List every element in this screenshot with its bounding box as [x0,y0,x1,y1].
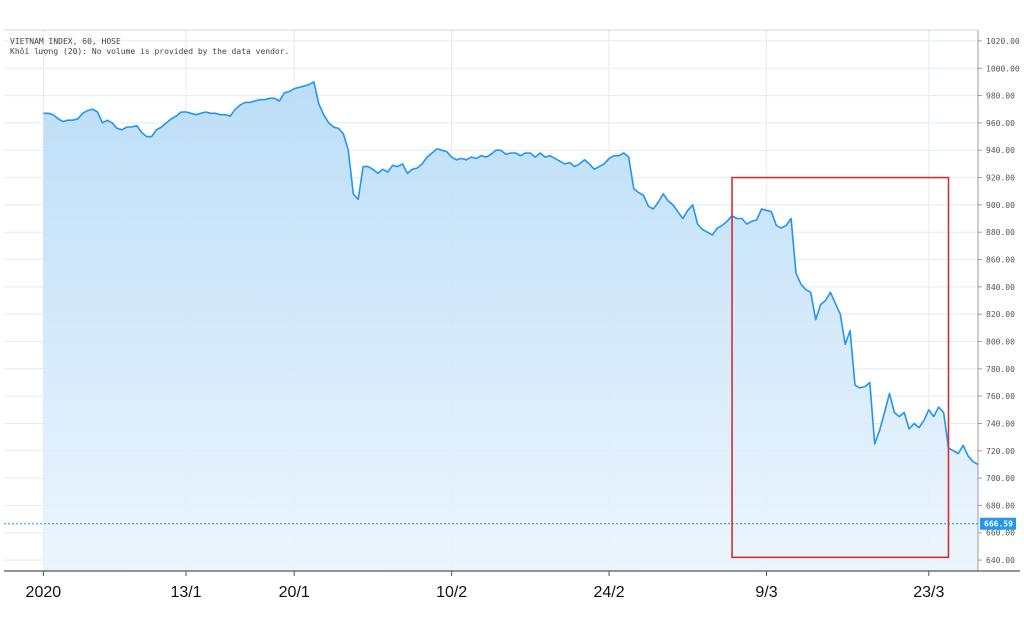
x-axis: 2020 13/1 20/1 10/2 24/2 9/3 23/3 [26,571,944,601]
y-tick-label: 660.00 [986,529,1015,538]
last-value-badge [980,517,1016,530]
y-tick-label: 940.00 [986,146,1015,155]
x-tick-label: 20/1 [279,584,310,601]
y-tick-label: 820.00 [986,310,1015,319]
x-tick-label: 2020 [26,584,62,601]
x-tick-label: 9/3 [755,584,777,601]
y-tick-label: 1020.00 [986,37,1020,46]
y-tick-label: 780.00 [986,365,1015,374]
y-axis: 1020.00 1000.00 980.00 960.00 940.00 920.00 90… [978,37,1020,565]
y-tick-label: 680.00 [986,501,1015,510]
series-area [43,81,978,571]
x-tick-label: 24/2 [593,584,624,601]
y-tick-label: 860.00 [986,256,1015,265]
highlight-box [731,176,950,559]
y-tick-label: 760.00 [986,392,1015,401]
last-value-label: 666.59 [984,520,1013,529]
y-tick-label: 800.00 [986,337,1015,346]
chart-title: VIETNAM INDEX, 60, HOSE [10,37,121,46]
chart-subtitle: Khối lượng (20): No volume is provided b… [10,46,289,56]
x-tick-label: 23/3 [913,584,944,601]
y-tick-label: 900.00 [986,201,1015,210]
y-tick-label: 740.00 [986,419,1015,428]
x-tick-label: 10/2 [436,584,467,601]
y-tick-label: 720.00 [986,447,1015,456]
y-tick-label: 840.00 [986,283,1015,292]
y-tick-label: 980.00 [986,92,1015,101]
y-tick-label: 880.00 [986,228,1015,237]
y-tick-label: 960.00 [986,119,1015,128]
x-tick-label: 13/1 [170,584,201,601]
y-tick-label: 1000.00 [986,64,1020,73]
y-tick-label: 700.00 [986,474,1015,483]
y-tick-label: 640.00 [986,556,1015,565]
y-tick-label: 920.00 [986,174,1015,183]
series-line [43,81,978,474]
